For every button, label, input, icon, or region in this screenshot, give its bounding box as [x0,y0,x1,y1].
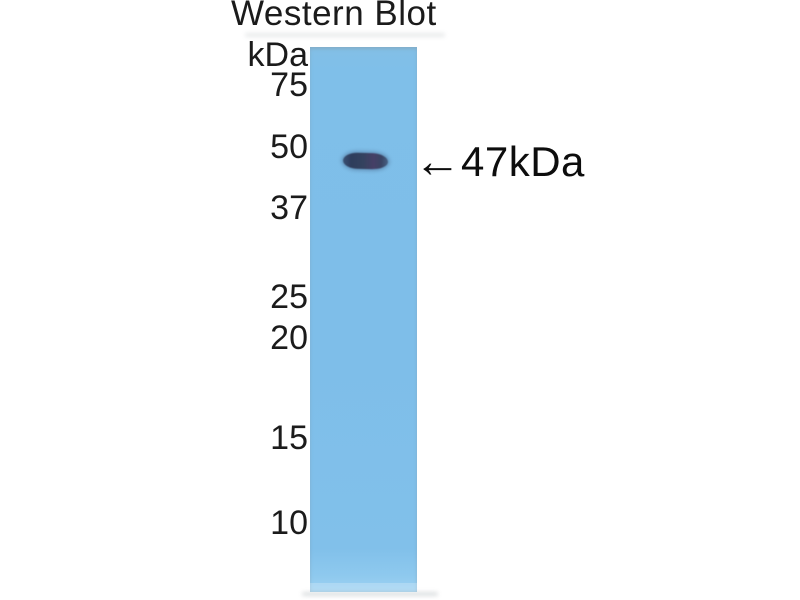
mw-marker-50: 50 [270,128,308,166]
gel-lane [310,47,417,592]
protein-band [342,152,389,170]
left-arrow-icon: ← [414,134,461,187]
mw-marker-37: 37 [270,189,308,227]
scan-artifact [302,592,438,596]
scan-artifact [245,33,445,37]
band-annotation: ← 47kDa [414,134,585,187]
mw-marker-75: 75 [270,66,308,104]
band-size-label: 47kDa [461,138,585,185]
mw-marker-10: 10 [270,504,308,542]
mw-marker-25: 25 [270,278,308,316]
lane-bottom-edge [310,583,417,592]
mw-marker-20: 20 [270,319,308,357]
figure-title: Western Blot [231,0,437,33]
unit-label: kDa [247,36,308,74]
mw-marker-15: 15 [270,419,308,457]
